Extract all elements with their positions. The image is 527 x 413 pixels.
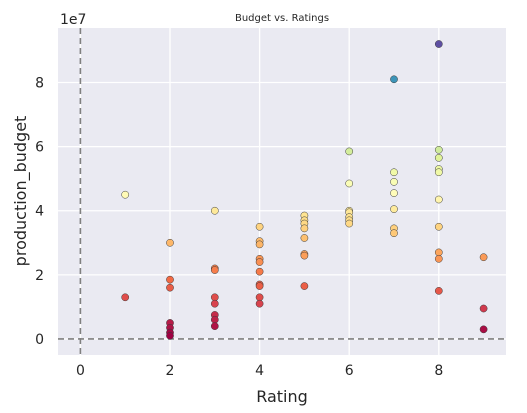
data-point — [210, 322, 219, 330]
x-tick-label: 0 — [76, 363, 85, 379]
data-point — [434, 153, 443, 162]
data-points — [121, 40, 488, 340]
y-offset-label: 1e7 — [60, 12, 86, 28]
data-point — [210, 206, 219, 215]
data-point — [166, 238, 174, 247]
data-point — [434, 145, 443, 154]
data-point — [390, 168, 398, 177]
data-point — [479, 253, 488, 262]
x-tick-labels: 0 2 4 6 8 — [76, 363, 443, 379]
x-tick-label: 4 — [255, 363, 264, 379]
data-point — [390, 189, 398, 197]
y-tick-labels: 0 2 4 6 8 — [35, 76, 44, 348]
data-point — [434, 254, 443, 263]
data-point — [434, 40, 443, 48]
data-point — [434, 195, 443, 204]
data-point — [345, 147, 354, 156]
data-point — [255, 293, 264, 302]
data-point — [166, 275, 174, 284]
data-point — [390, 75, 398, 84]
data-point — [255, 299, 264, 308]
data-point — [121, 293, 130, 302]
x-tick-label: 6 — [345, 363, 354, 379]
x-axis-label: Rating — [256, 387, 308, 406]
data-point — [255, 267, 264, 276]
data-point — [390, 229, 398, 238]
y-tick-label: 2 — [35, 268, 44, 284]
y-tick-label: 6 — [35, 140, 44, 156]
data-point — [255, 222, 264, 231]
data-point — [434, 248, 443, 257]
reference-lines — [58, 28, 506, 355]
data-point — [300, 282, 309, 290]
x-tick-label: 8 — [434, 363, 443, 379]
data-point — [255, 282, 264, 290]
data-point — [255, 258, 264, 266]
data-point — [479, 304, 488, 313]
data-point — [210, 293, 219, 302]
data-point — [300, 234, 309, 242]
data-point — [255, 240, 264, 249]
data-point — [434, 168, 443, 177]
y-axis-label: production_budget — [11, 116, 31, 267]
y-tick-label: 8 — [35, 76, 44, 92]
data-point — [434, 287, 443, 295]
data-point — [166, 283, 174, 292]
data-point — [300, 224, 309, 233]
y-tick-label: 0 — [35, 332, 44, 348]
data-point — [345, 179, 354, 188]
data-point — [121, 190, 130, 199]
data-point — [210, 299, 219, 308]
x-tick-label: 2 — [166, 363, 175, 379]
data-point — [166, 331, 174, 340]
data-point — [345, 219, 354, 228]
data-point — [390, 205, 398, 213]
data-point — [390, 178, 398, 186]
y-tick-label: 4 — [35, 204, 44, 220]
data-point — [210, 266, 219, 274]
chart-title: Budget vs. Ratings — [235, 13, 329, 24]
data-point — [300, 251, 309, 260]
data-point — [210, 315, 219, 324]
data-point — [434, 222, 443, 231]
data-point — [479, 325, 488, 334]
